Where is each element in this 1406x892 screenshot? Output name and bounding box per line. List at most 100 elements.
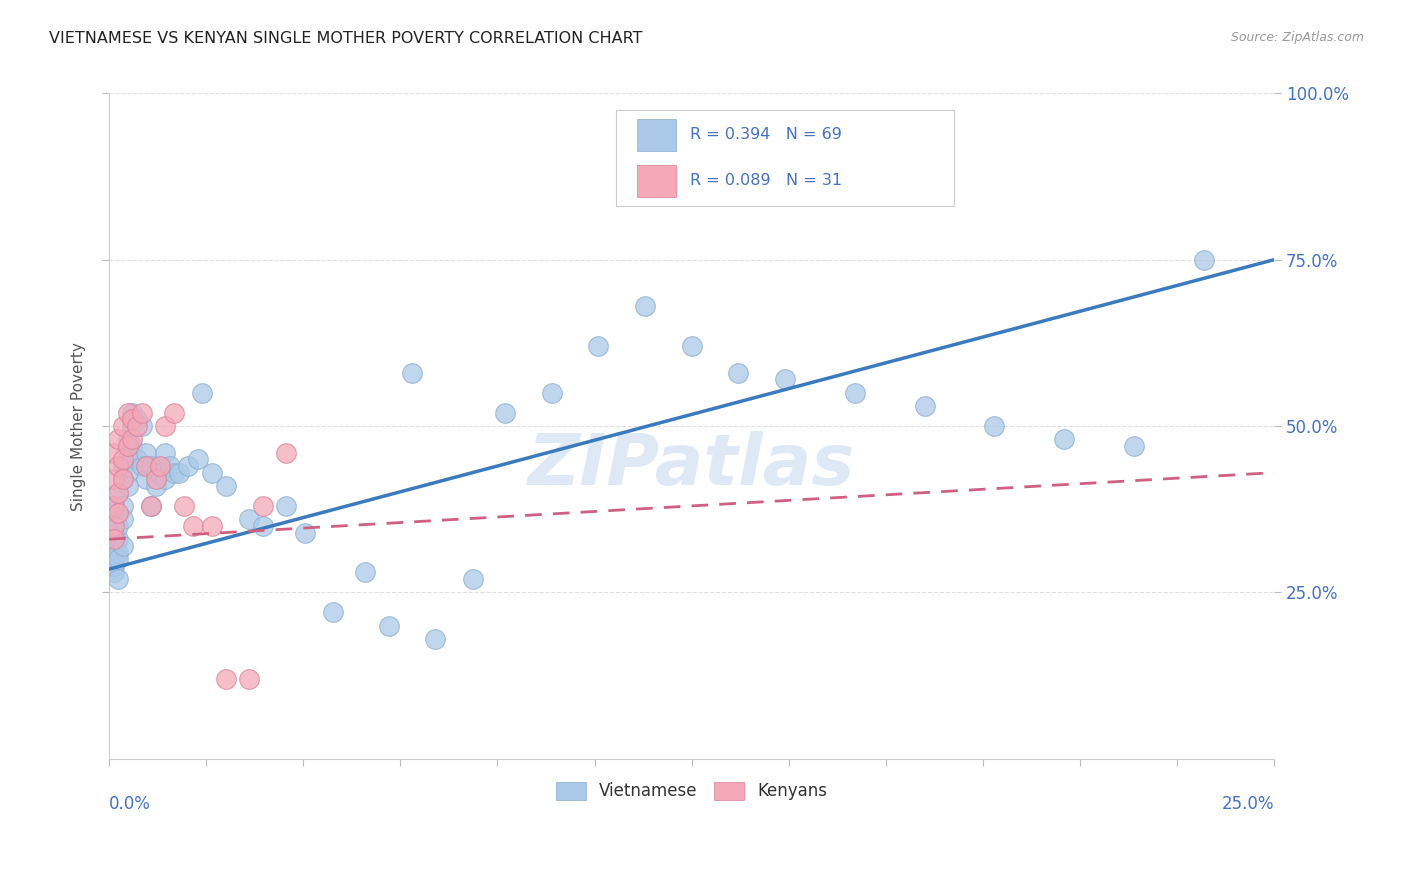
- Point: [177, 458, 200, 473]
- Point: [121, 433, 143, 447]
- Point: [294, 525, 316, 540]
- Point: [103, 525, 125, 540]
- Point: [112, 499, 135, 513]
- Point: [159, 458, 181, 473]
- Point: [107, 433, 129, 447]
- Point: [844, 385, 866, 400]
- Point: [773, 372, 796, 386]
- Point: [201, 466, 224, 480]
- Text: ZIPatlas: ZIPatlas: [527, 432, 855, 500]
- Point: [112, 452, 135, 467]
- Point: [131, 458, 153, 473]
- Point: [117, 406, 139, 420]
- Point: [117, 466, 139, 480]
- Point: [135, 472, 157, 486]
- Point: [112, 458, 135, 473]
- Point: [252, 499, 274, 513]
- Point: [112, 472, 135, 486]
- Point: [322, 606, 344, 620]
- Point: [103, 472, 125, 486]
- Text: 0.0%: 0.0%: [110, 796, 150, 814]
- Point: [201, 519, 224, 533]
- Point: [107, 506, 129, 520]
- Point: [103, 499, 125, 513]
- Point: [634, 299, 657, 313]
- Point: [107, 458, 129, 473]
- Point: [139, 458, 162, 473]
- Point: [135, 445, 157, 459]
- Text: R = 0.394   N = 69: R = 0.394 N = 69: [690, 127, 842, 142]
- Legend: Vietnamese, Kenyans: Vietnamese, Kenyans: [548, 775, 834, 807]
- Point: [103, 539, 125, 553]
- Y-axis label: Single Mother Poverty: Single Mother Poverty: [72, 342, 86, 510]
- Text: 25.0%: 25.0%: [1222, 796, 1274, 814]
- Point: [145, 466, 167, 480]
- Point: [540, 385, 562, 400]
- Point: [112, 472, 135, 486]
- Point: [127, 412, 149, 426]
- Point: [238, 512, 260, 526]
- Point: [238, 672, 260, 686]
- Point: [983, 419, 1005, 434]
- Point: [914, 399, 936, 413]
- Point: [127, 419, 149, 434]
- Point: [187, 452, 209, 467]
- Point: [727, 366, 749, 380]
- Point: [117, 452, 139, 467]
- Point: [107, 552, 129, 566]
- Point: [354, 566, 377, 580]
- Point: [131, 419, 153, 434]
- Point: [167, 466, 190, 480]
- Point: [103, 512, 125, 526]
- Point: [461, 572, 484, 586]
- Point: [149, 466, 172, 480]
- Point: [103, 445, 125, 459]
- Point: [1123, 439, 1146, 453]
- Bar: [637, 119, 676, 151]
- Point: [117, 479, 139, 493]
- Point: [181, 519, 204, 533]
- Point: [103, 552, 125, 566]
- Point: [112, 539, 135, 553]
- Point: [103, 532, 125, 546]
- Bar: [637, 165, 676, 197]
- Point: [107, 485, 129, 500]
- Point: [103, 558, 125, 573]
- Point: [163, 466, 186, 480]
- Point: [117, 433, 139, 447]
- Point: [191, 385, 214, 400]
- Point: [107, 519, 129, 533]
- Point: [139, 499, 162, 513]
- Point: [139, 499, 162, 513]
- Point: [112, 512, 135, 526]
- Point: [117, 439, 139, 453]
- Point: [173, 499, 195, 513]
- Point: [214, 672, 236, 686]
- FancyBboxPatch shape: [616, 110, 953, 206]
- Point: [107, 532, 129, 546]
- Point: [127, 452, 149, 467]
- Point: [121, 406, 143, 420]
- Point: [107, 572, 129, 586]
- Point: [145, 479, 167, 493]
- Point: [121, 412, 143, 426]
- Point: [153, 445, 176, 459]
- Text: Source: ZipAtlas.com: Source: ZipAtlas.com: [1230, 31, 1364, 45]
- Point: [103, 566, 125, 580]
- Point: [121, 439, 143, 453]
- Point: [112, 419, 135, 434]
- Point: [131, 406, 153, 420]
- Point: [107, 545, 129, 559]
- Point: [377, 618, 399, 632]
- Point: [107, 485, 129, 500]
- Point: [494, 406, 516, 420]
- Point: [425, 632, 447, 646]
- Point: [276, 499, 298, 513]
- Point: [145, 472, 167, 486]
- Point: [1192, 252, 1215, 267]
- Point: [252, 519, 274, 533]
- Point: [681, 339, 703, 353]
- Point: [149, 458, 172, 473]
- Text: R = 0.089   N = 31: R = 0.089 N = 31: [690, 173, 842, 188]
- Point: [163, 406, 186, 420]
